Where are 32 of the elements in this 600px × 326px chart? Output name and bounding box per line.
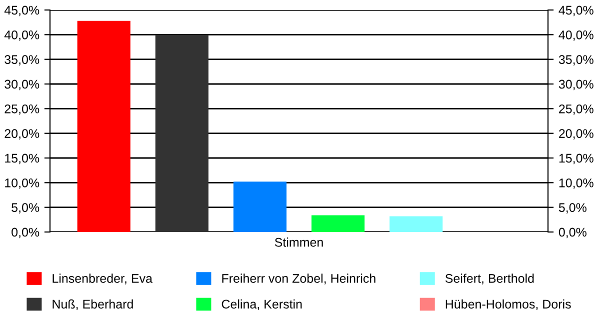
legend-label: Seifert, Berthold: [445, 274, 534, 284]
x-tick-label: Stimmen: [274, 238, 323, 247]
text: 20,0%: [559, 129, 594, 140]
bar: [311, 215, 365, 232]
text: 0,0%: [558, 228, 586, 238]
text: 15,0%: [559, 154, 594, 164]
text: 5,0%: [558, 203, 586, 214]
y-tick-label: 30,0%: [4, 80, 40, 90]
y-tick-label: 15,0%: [5, 154, 40, 164]
y-tick-label: 45,0%: [4, 6, 40, 16]
text: 25,0%: [559, 104, 594, 115]
text: 10,0%: [559, 178, 594, 189]
legend-label: Celina, Kerstin: [222, 299, 302, 310]
text: 35,0%: [558, 55, 594, 66]
y-tick-label: 40,0%: [4, 30, 40, 41]
y-tick-label: 25,0%: [4, 104, 40, 115]
legend-label: Linsenbreder, Eva: [52, 274, 152, 284]
y-tick-label: 35,0%: [4, 55, 40, 66]
bar: [77, 20, 130, 232]
y-tick-label: 20,0%: [4, 129, 40, 140]
bar: [390, 216, 443, 232]
legend-label: Hüben-Holomos, Doris: [446, 299, 571, 310]
text: 30,0%: [558, 80, 594, 90]
bar: [233, 182, 287, 232]
text: 45,0%: [558, 6, 594, 16]
text: 40,0%: [558, 30, 594, 41]
y-tick-label: 0,0%: [12, 228, 40, 238]
legend-label: Nuß, Eberhard: [52, 299, 133, 310]
y-tick-label: 10,0%: [5, 178, 40, 189]
legend-label: Freiherr von Zobel, Heinrich: [222, 274, 376, 284]
y-tick-label: 5,0%: [12, 203, 40, 214]
bar: [155, 34, 208, 232]
